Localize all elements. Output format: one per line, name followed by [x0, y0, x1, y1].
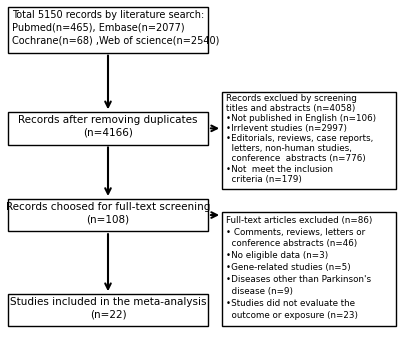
Text: (n=4166): (n=4166)	[83, 128, 133, 138]
Text: Studies included in the meta-analysis: Studies included in the meta-analysis	[10, 297, 206, 307]
Text: Cochrane(n=68) ,Web of science(n=2540): Cochrane(n=68) ,Web of science(n=2540)	[12, 36, 219, 46]
Text: (n=108): (n=108)	[86, 215, 130, 224]
Text: (n=22): (n=22)	[90, 310, 126, 320]
Text: Records choosed for full-text screening: Records choosed for full-text screening	[6, 202, 210, 212]
Text: Total 5150 records by literature search:: Total 5150 records by literature search:	[12, 10, 204, 20]
Text: •Not  meet the inclusion: •Not meet the inclusion	[226, 165, 333, 173]
Bar	[8, 199, 208, 231]
Text: •Irrlevent studies (n=2997): •Irrlevent studies (n=2997)	[226, 124, 347, 133]
Bar	[8, 294, 208, 326]
Text: •Not published in English (n=106): •Not published in English (n=106)	[226, 114, 376, 123]
Text: •No eligible data (n=3): •No eligible data (n=3)	[226, 251, 328, 260]
Text: •Gene-related studies (n=5): •Gene-related studies (n=5)	[226, 263, 351, 272]
Text: Records after removing duplicates: Records after removing duplicates	[18, 115, 198, 125]
Text: disease (n=9): disease (n=9)	[226, 287, 293, 296]
Text: criteria (n=179): criteria (n=179)	[226, 175, 302, 184]
Bar	[222, 212, 396, 326]
Bar	[222, 92, 396, 189]
Text: conference  abstracts (n=776): conference abstracts (n=776)	[226, 154, 366, 164]
Text: •Diseases other than Parkinson's: •Diseases other than Parkinson's	[226, 275, 371, 284]
Text: letters, non-human studies,: letters, non-human studies,	[226, 144, 352, 153]
Text: titles and abstracts (n=4058): titles and abstracts (n=4058)	[226, 104, 355, 113]
Text: Full-text articles excluded (n=86): Full-text articles excluded (n=86)	[226, 216, 372, 225]
Text: outcome or exposure (n=23): outcome or exposure (n=23)	[226, 311, 358, 320]
Bar	[8, 112, 208, 144]
Text: • Comments, reviews, letters or: • Comments, reviews, letters or	[226, 227, 365, 237]
Text: Records exclued by screening: Records exclued by screening	[226, 94, 357, 103]
Text: •Editorials, reviews, case reports,: •Editorials, reviews, case reports,	[226, 134, 373, 143]
Bar	[8, 7, 208, 53]
Text: •Studies did not evaluate the: •Studies did not evaluate the	[226, 299, 355, 308]
Text: Pubmed(n=465), Embase(n=2077): Pubmed(n=465), Embase(n=2077)	[12, 23, 185, 33]
Text: conference abstracts (n=46): conference abstracts (n=46)	[226, 239, 357, 249]
